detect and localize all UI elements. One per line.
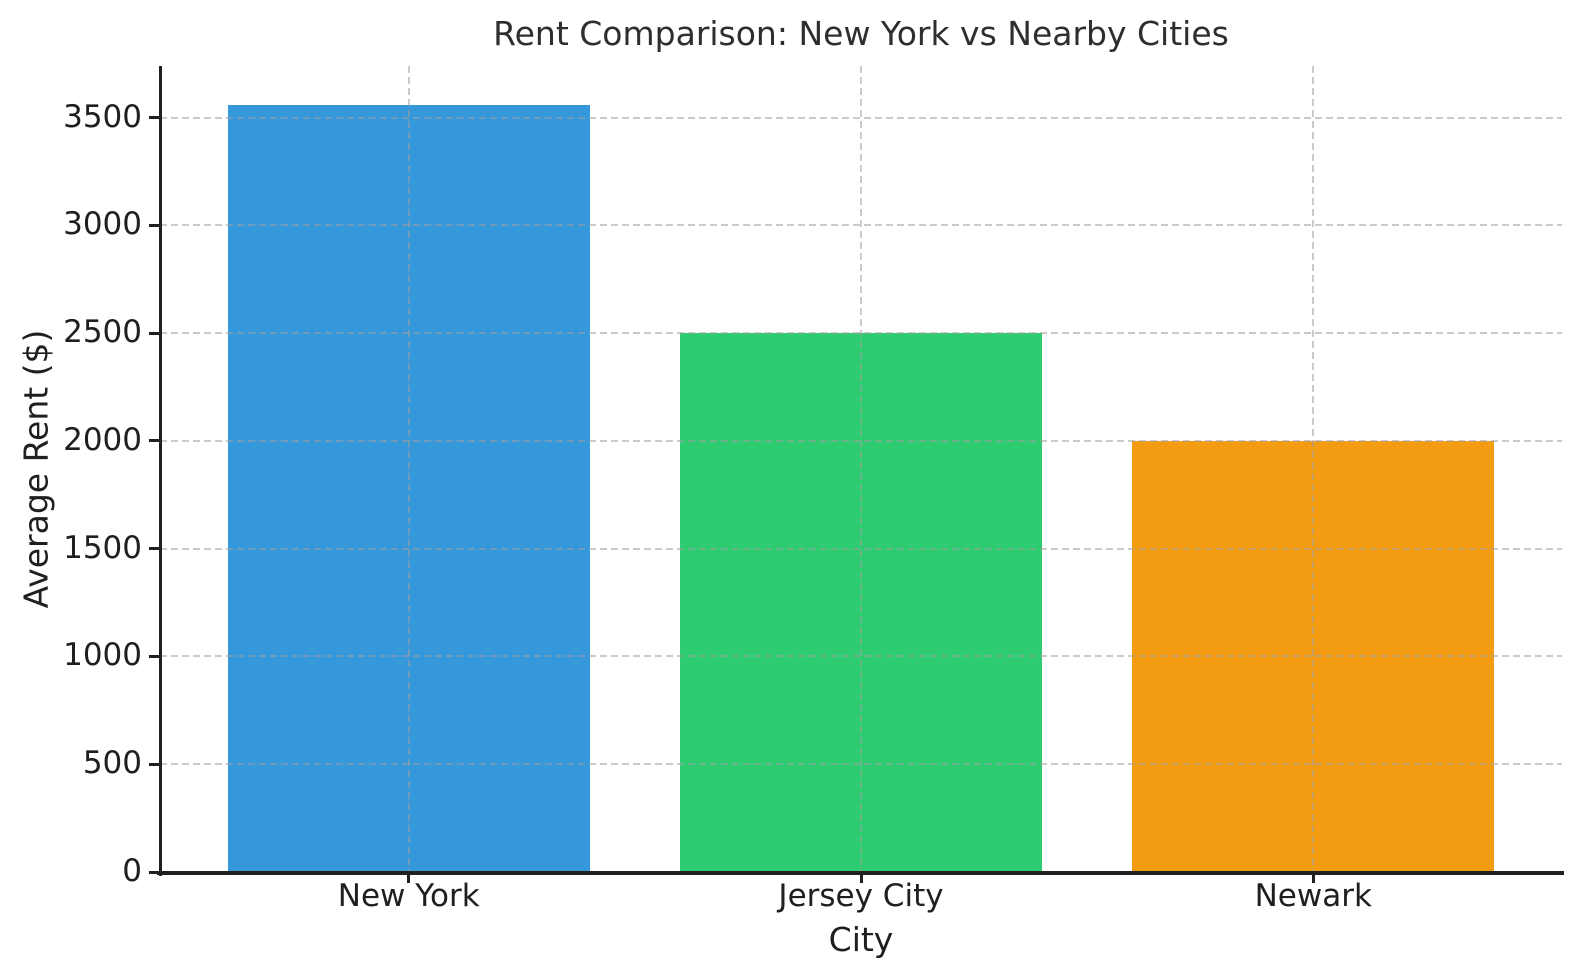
v-gridline xyxy=(860,66,862,872)
x-tick-label: Jersey City xyxy=(778,878,944,914)
y-tick-mark xyxy=(149,116,159,120)
y-tick-mark xyxy=(149,762,159,766)
x-tick-mark xyxy=(859,875,863,883)
y-tick-mark xyxy=(149,654,159,658)
y-axis-label: Average Rent ($) xyxy=(16,329,56,609)
y-tick-label: 2500 xyxy=(63,314,142,351)
x-axis-label: City xyxy=(828,920,894,959)
y-tick-label: 3000 xyxy=(63,206,142,243)
y-tick-label: 3500 xyxy=(63,98,142,135)
y-tick-label: 0 xyxy=(122,853,142,889)
v-gridline xyxy=(407,66,410,872)
y-tick-label: 500 xyxy=(82,745,142,782)
plot-area xyxy=(160,66,1562,872)
y-axis-spine xyxy=(159,66,162,876)
chart-title: Rent Comparison: New York vs Nearby Citi… xyxy=(493,14,1229,53)
x-tick-mark xyxy=(1311,875,1315,883)
y-tick-mark xyxy=(149,547,159,551)
y-tick-mark xyxy=(149,331,159,335)
y-tick-label: 1500 xyxy=(63,529,142,566)
x-tick-label: Newark xyxy=(1254,878,1372,914)
x-axis-spine xyxy=(157,871,1564,875)
y-tick-mark xyxy=(149,870,159,874)
v-gridline xyxy=(1312,66,1315,872)
x-tick-mark xyxy=(407,875,411,883)
y-tick-mark xyxy=(149,439,159,443)
x-tick-label: New York xyxy=(337,878,480,914)
y-tick-mark xyxy=(149,223,159,227)
y-tick-label: 2000 xyxy=(63,421,142,458)
y-tick-label: 1000 xyxy=(63,637,142,674)
